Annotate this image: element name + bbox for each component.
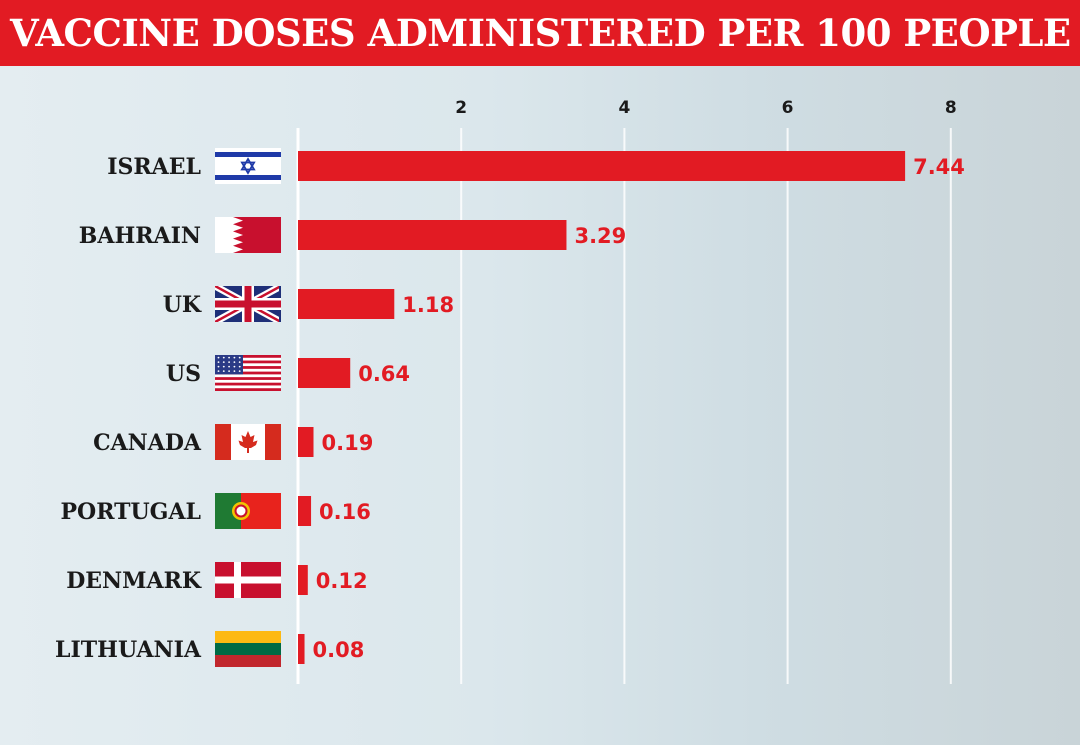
- category-label: CANADA: [93, 430, 202, 456]
- bar-row: CANADA 0.19: [93, 424, 373, 460]
- category-label: DENMARK: [66, 568, 202, 594]
- bahrain-flag-icon: [215, 217, 281, 253]
- category-label: US: [166, 361, 201, 387]
- lithuania-flag-icon: [215, 631, 281, 667]
- bar-row: ISRAEL 7.44: [107, 148, 965, 184]
- canada-flag-icon: [215, 424, 281, 460]
- category-label: PORTUGAL: [61, 499, 202, 525]
- category-label: LITHUANIA: [55, 637, 202, 663]
- israel-flag-icon: [215, 148, 281, 184]
- bar: [298, 565, 308, 595]
- bar-chart: 2 4 6 8 ISRAEL 7.44 BAHRAIN 3.29 UK 1.18 US 0.64 CA…: [55, 98, 965, 684]
- bar: [298, 220, 567, 250]
- category-label: UK: [163, 292, 202, 318]
- bar-row: BAHRAIN 3.29: [79, 217, 626, 253]
- bar-row: DENMARK 0.12: [66, 562, 368, 598]
- x-tick-label: 6: [782, 98, 794, 118]
- value-label: 7.44: [913, 155, 965, 179]
- bar-row: US 0.64: [166, 355, 410, 391]
- tick-labels: 2 4 6 8: [455, 98, 956, 118]
- value-label: 0.08: [313, 638, 365, 662]
- bar-row: LITHUANIA 0.08: [55, 631, 364, 667]
- bar: [298, 289, 395, 319]
- chart-title: VACCINE DOSES ADMINISTERED PER 100 PEOPL…: [10, 11, 1071, 55]
- value-label: 0.19: [322, 431, 374, 455]
- title-bar: VACCINE DOSES ADMINISTERED PER 100 PEOPL…: [0, 0, 1080, 66]
- value-label: 1.18: [402, 293, 454, 317]
- x-tick-label: 8: [945, 98, 957, 118]
- value-label: 0.64: [358, 362, 410, 386]
- us-flag-icon: [215, 355, 281, 391]
- bar: [298, 496, 312, 526]
- bar-row: PORTUGAL 0.16: [61, 493, 371, 529]
- denmark-flag-icon: [215, 562, 281, 598]
- bar: [298, 151, 906, 181]
- value-label: 3.29: [574, 224, 626, 248]
- uk-flag-icon: [215, 286, 281, 322]
- bar: [298, 634, 305, 664]
- bar: [298, 358, 351, 388]
- bar: [298, 427, 314, 457]
- value-label: 0.12: [316, 569, 368, 593]
- portugal-flag-icon: [215, 493, 281, 529]
- bar-rows: ISRAEL 7.44 BAHRAIN 3.29 UK 1.18 US 0.64 CANADA 0…: [55, 148, 965, 667]
- category-label: ISRAEL: [107, 154, 201, 180]
- x-tick-label: 2: [455, 98, 467, 118]
- x-tick-label: 4: [618, 98, 630, 118]
- bar-row: UK 1.18: [163, 286, 454, 322]
- value-label: 0.16: [319, 500, 371, 524]
- category-label: BAHRAIN: [79, 223, 201, 249]
- grid-layer: [296, 128, 952, 684]
